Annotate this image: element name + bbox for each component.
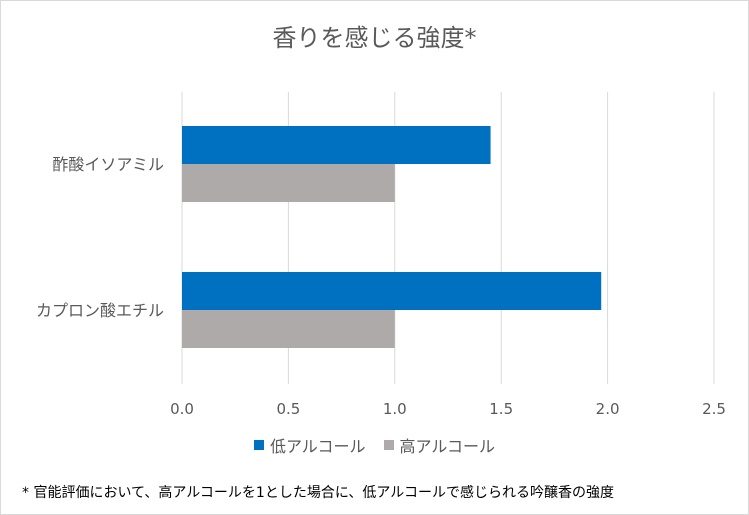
- bar-low-alcohol-1: [182, 126, 491, 164]
- chart-title: 香りを感じる強度*: [272, 24, 477, 52]
- category-label: カプロン酸エチル: [36, 301, 164, 320]
- footnote: * 官能評価において、高アルコールを1とした場合に、低アルコールで感じられる吟醸…: [22, 485, 614, 501]
- legend-swatch-high-alcohol: [383, 440, 394, 450]
- legend: 低アルコール 高アルコール: [0, 433, 749, 457]
- x-tick-label: 1.5: [489, 400, 513, 418]
- bar-high-alcohol-1: [182, 164, 395, 202]
- legend-label-high-alcohol: 高アルコール: [399, 437, 496, 456]
- legend-swatch-low-alcohol: [253, 440, 264, 450]
- bar-high-alcohol-2: [182, 310, 395, 348]
- legend-label-low-alcohol: 低アルコール: [269, 437, 366, 456]
- legend-item-high-alcohol: 高アルコール: [383, 433, 496, 457]
- legend-item-low-alcohol: 低アルコール: [253, 433, 366, 457]
- x-tick-label: 2.5: [702, 400, 726, 418]
- x-tick-label: 0.0: [170, 400, 194, 418]
- bar-low-alcohol-2: [182, 272, 602, 310]
- x-tick-label: 1.0: [383, 400, 407, 418]
- x-tick-label: 0.5: [276, 400, 300, 418]
- x-tick-label: 2.0: [596, 400, 620, 418]
- category-label: 酢酸イソアミル: [52, 155, 164, 174]
